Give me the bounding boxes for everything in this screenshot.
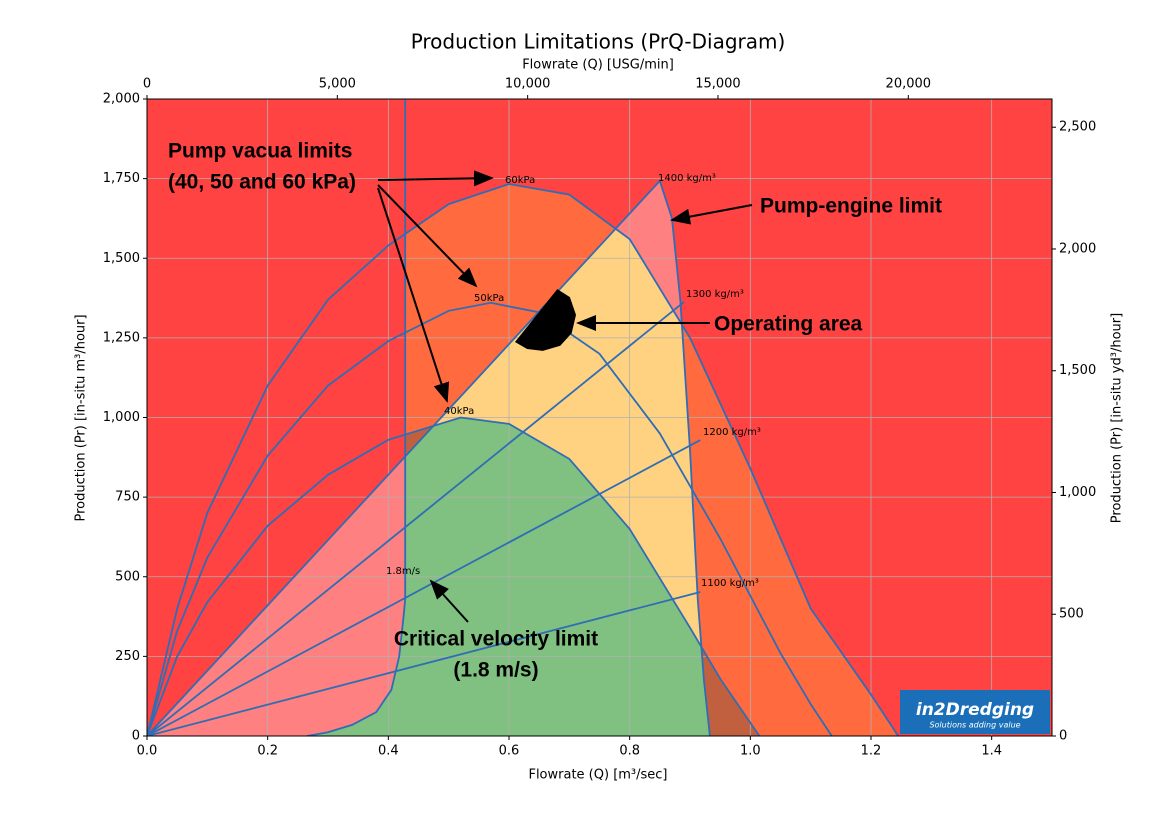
x-tick-label: 0.2 [257,744,278,759]
curve-label: 1300 kg/m³ [686,289,744,300]
curve-label: 50kPa [474,293,504,304]
arrow [429,579,469,623]
arrow [377,170,494,187]
curve-label: 40kPa [444,406,474,417]
curve-label: 1.8m/s [386,566,420,577]
x2-tick-label: 20,000 [886,77,932,92]
y-tick-label: 1,500 [103,251,140,266]
y-tick-label: 1,000 [103,410,140,425]
plot-frame [146,98,1053,737]
x2-axis-label: Flowrate (Q) [USG/min] [522,58,674,73]
annotation: Critical velocity limit [394,628,598,651]
annotation: Pump vacua limits [168,140,352,163]
curve-label: 60kPa [505,175,535,186]
limit-curve [147,591,701,736]
operating-area [515,289,576,351]
curve-label: 1400 kg/m³ [658,173,716,184]
x-tick-label: 0.8 [619,744,640,759]
x-tick-label: 1.0 [740,744,761,759]
x-tick-label: 0.0 [137,744,158,759]
x2-tick-label: 15,000 [695,77,741,92]
limit-curve [147,416,761,736]
x2-tick-label: 0 [143,77,151,92]
limit-curve [147,183,899,736]
annotation: (40, 50 and 60 kPa) [168,171,356,194]
logo: in2Dredging Solutions adding value [900,690,1050,734]
limit-curve [147,180,661,736]
plot-layers: 0.0 0.2 0.4 0.6 0.8 1.0 1.2 1.4 0 250 500 750 1,000 1… [103,77,1096,759]
y-tick-label: 2,000 [103,92,140,107]
y2-tick-label: 500 [1059,607,1084,622]
limit-curve [147,301,833,736]
y2-tick-label: 1,500 [1059,363,1096,378]
x2-tick-label: 5,000 [319,77,356,92]
y-tick-label: 1,750 [103,171,140,186]
logo-name: in2Dredging [916,700,1034,720]
limit-curve [306,99,407,736]
logo-tagline: Solutions adding value [929,721,1020,730]
y-tick-label: 250 [115,649,140,664]
y-tick-label: 0 [132,729,140,744]
x-tick-label: 1.2 [861,744,882,759]
arrow [377,184,478,288]
annotation: Pump-engine limit [760,195,942,218]
x-tick-label: 1.4 [981,744,1002,759]
x-tick-label: 0.4 [378,744,399,759]
limit-curve [147,301,685,736]
arrow [377,187,450,403]
curve-label: 1200 kg/m³ [703,427,761,438]
y2-tick-label: 2,500 [1059,120,1096,135]
x-tick-label: 0.6 [499,744,520,759]
y-tick-label: 500 [115,569,140,584]
annotation: (1.8 m/s) [453,659,538,682]
logo-box [900,690,1050,734]
annotation: Operating area [714,313,863,336]
x-axis-label: Flowrate (Q) [m³/sec] [528,768,667,783]
y-axis-label: Production (Pr) [in-situ m³/hour] [74,314,89,521]
y-tick-label: 750 [115,490,140,505]
chart-title: Production Limitations (PrQ-Diagram) [411,30,786,54]
y2-axis-label: Production (Pr) [in-situ yd³/hour] [1110,313,1125,523]
y2-tick-label: 2,000 [1059,241,1096,256]
y2-tick-label: 0 [1059,729,1067,744]
curve-label: 1100 kg/m³ [701,578,759,589]
y2-tick-label: 1,000 [1059,485,1096,500]
arrows [377,170,753,623]
arrow [670,204,753,225]
region-group [147,99,899,736]
limit-curve [147,439,701,736]
y-tick-label: 1,250 [103,330,140,345]
x2-tick-label: 10,000 [505,77,551,92]
